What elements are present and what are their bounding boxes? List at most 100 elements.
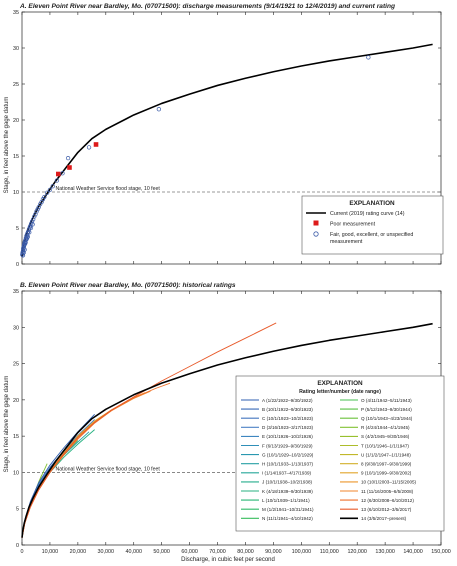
panel-b-ylabel: Stage, in feet above the gage datum (4, 376, 10, 473)
measurement-point (20, 253, 26, 258)
measurement-point (28, 225, 34, 231)
legend-rating-label: M (1/2/1941–10/31/1941) (262, 507, 314, 512)
measurement-point (22, 241, 28, 246)
panel-a-legend: EXPLANATION Current (2019) rating curve … (301, 195, 444, 255)
measurement-point (29, 219, 35, 224)
panel-b-series-line (21, 431, 90, 536)
panel-b-x-tick-label: 0 (21, 549, 24, 555)
legend-rating-curve-label: Current (2019) rating curve (14) (330, 211, 405, 217)
measurement-point (24, 237, 29, 242)
panel-b-flood-stage-label: National Weather Service flood stage, 10… (56, 466, 161, 472)
panel-a-ylabel: Stage, in feet above the gage datum (4, 97, 10, 194)
measurement-point (38, 202, 43, 207)
panel-a-y-tick-label: 35 (13, 10, 19, 16)
legend-rating-label: I (1/14/1937–4/17/1939) (262, 471, 312, 476)
measurement-point (50, 184, 55, 189)
poor-measurement-point (93, 142, 99, 147)
measurement-point (25, 235, 30, 240)
measurement-point (366, 55, 371, 60)
legend-rating-label: 10 (10/1/2003–11/15/2005) (361, 480, 417, 485)
panel-a-y-tick-label: 5 (16, 226, 19, 232)
legend-rating-label: 14 (3/5/2017–present) (361, 516, 407, 521)
panel-b-series-line (21, 392, 146, 538)
legend-rating-label: J (10/1/1938–10/2/1938) (262, 480, 313, 485)
panel-b-y-tick-label: 0 (16, 543, 19, 549)
legend-rating-label: 9 (10/1/1999–9/30/2002) (361, 471, 412, 476)
panel-b-x-tick-label: 30,000 (98, 549, 115, 555)
panel-b-x-tick-label: 70,000 (209, 549, 226, 555)
panel-a-legend-title: EXPLANATION (349, 200, 395, 207)
panel-b-series-line (21, 429, 95, 538)
panel-b-x-tick-label: 40,000 (125, 549, 142, 555)
legend-rating-label: P (5/12/1943–9/30/1944) (361, 407, 412, 412)
legend-poor-marker (313, 220, 319, 226)
legend-rating-label: F (6/13/1929–9/30/1929) (262, 443, 313, 448)
measurement-point (65, 156, 71, 161)
legend-rating-label: U (1/1/2/1947–1/1/1948) (361, 452, 411, 457)
panel-b-x-tick-label: 90,000 (265, 549, 282, 555)
panel-b-series-line (21, 322, 433, 538)
panel-b-x-tick-label: 20,000 (70, 549, 87, 555)
panel-a-y-tick-label: 0 (16, 262, 19, 268)
measurement-point (32, 214, 37, 219)
legend-rating-label: 8 (9/30/1997–9/30/1999) (361, 462, 412, 467)
measurement-point (34, 209, 39, 214)
panel-b-chart: 0 10,000 20,000 30,000 40,000 50,000 60,000 70,… (13, 289, 451, 555)
panel-a-legend-box (301, 195, 444, 255)
measurement-point (54, 178, 60, 183)
panel-a-y-tick-label: 10 (13, 190, 19, 196)
legend-rating-label: B (10/1/1922–9/30/1923) (262, 407, 313, 412)
panel-b-y-tick-label: 10 (13, 470, 19, 476)
legend-rating-label: R (4/24/1944–4/1/1945) (361, 425, 410, 430)
panel-b-y-tick-label: 15 (13, 434, 19, 440)
legend-rating-label: H (10/1/1933–1/13/1937) (262, 462, 314, 467)
panel-a-chart: 0 5 10 15 20 25 30 35 National Weather Service f… (13, 10, 442, 268)
panel-b-y-tick-label: 5 (16, 507, 19, 513)
legend-rating-label: G (10/1/1929–10/2/1929) (262, 452, 314, 457)
legend-fair-label-line-1: Fair, good, excellent, or unspecified (330, 232, 413, 238)
legend-rating-label: N (11/1/1941–4/10/1942) (262, 516, 313, 521)
measurement-point (21, 246, 26, 251)
panel-a-plot-frame (21, 11, 442, 265)
panel-b-x-tick-label: 80,000 (237, 549, 254, 555)
panel-b-legend-subtitle: Rating letter/number (date range) (299, 389, 381, 395)
measurement-point (156, 107, 162, 112)
panel-b-series-line (21, 322, 277, 538)
legend-rating-label: L (10/1/1939–1/1/1941) (262, 498, 310, 503)
legend-rating-label: S (4/2/1945–9/30/1946) (361, 434, 410, 439)
panel-b-x-tick-label: 50,000 (153, 549, 170, 555)
legend-rating-label: E (10/1/1926–10/2/1926) (262, 434, 313, 439)
panel-b-y-tick-label: 30 (13, 325, 19, 331)
legend-rating-label: 12 (6/30/2008–6/10/2012) (361, 498, 414, 503)
measurement-point (60, 171, 65, 176)
panel-a-y-tick-label: 25 (13, 82, 19, 88)
panel-b-x-tick-label: 110,000 (320, 549, 339, 555)
measurement-point (86, 145, 92, 150)
measurement-point (47, 187, 53, 192)
panel-a-y-tick-label: 30 (13, 46, 19, 52)
panel-a-y-tick-label: 15 (13, 154, 19, 160)
legend-rating-label: O (4/11/1942–5/11/1943) (361, 398, 412, 403)
legend-rating-label: C (10/1/1923–10/2/1923) (262, 416, 314, 421)
panel-b-series-line (21, 440, 79, 538)
panel-b-series-line (21, 424, 90, 537)
panel-b-x-tick-label: 130,000 (375, 549, 395, 555)
panel-b-x-tick-label: 150,000 (431, 549, 451, 555)
measurement-point (27, 230, 32, 235)
legend-fair-label-line-2: measurement (330, 239, 363, 245)
panel-b-legend-title: EXPLANATION (317, 380, 363, 387)
poor-measurement-point (67, 165, 72, 170)
panel-b-xlabel: Discharge, in cubic feet per second (181, 557, 275, 563)
panel-b-y-tick-label: 20 (13, 398, 19, 404)
measurement-point (44, 190, 50, 195)
legend-rating-label: A (1/22/1922–9/30/1922) (262, 398, 313, 403)
panel-b-y-tick-label: 35 (13, 289, 19, 295)
measurement-point (40, 197, 46, 202)
measurement-point (21, 250, 26, 255)
panel-b-y-tick-label: 25 (13, 362, 19, 368)
panel-a-flood-stage-label: National Weather Service flood stage, 10… (56, 186, 161, 192)
panel-b-x-tick-label: 120,000 (347, 549, 367, 555)
legend-rating-label: Q (10/1/1943–4/23/1944) (361, 416, 413, 421)
measurement-point (42, 194, 47, 200)
